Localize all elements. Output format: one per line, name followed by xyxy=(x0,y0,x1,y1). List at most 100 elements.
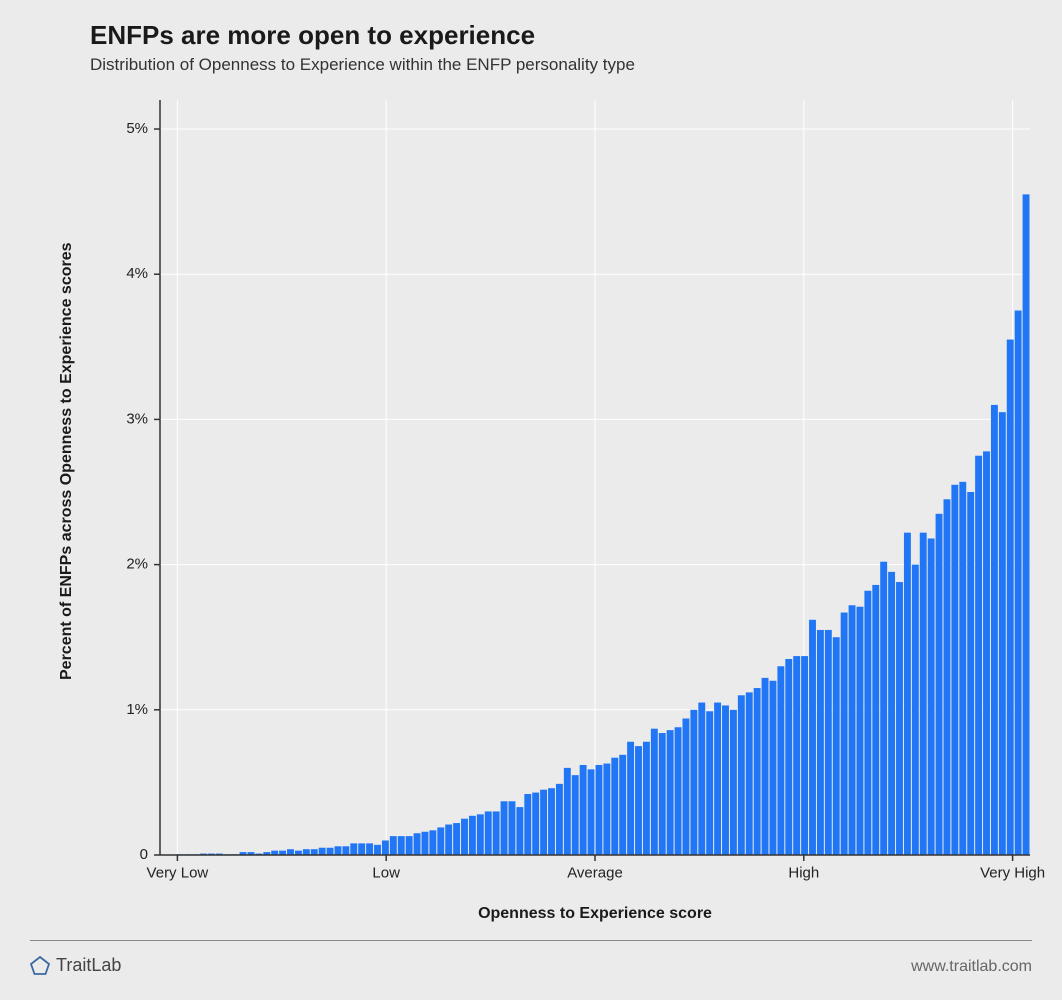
histogram-bar xyxy=(849,605,856,855)
histogram-bar xyxy=(580,765,587,855)
histogram-bar xyxy=(524,794,531,855)
histogram-bar xyxy=(588,769,595,855)
histogram-bar xyxy=(825,630,832,855)
histogram-bar xyxy=(390,836,397,855)
histogram-bar xyxy=(706,711,713,855)
histogram-bar xyxy=(532,793,539,855)
histogram-bar xyxy=(461,819,468,855)
histogram-bar xyxy=(619,755,626,855)
histogram-bar xyxy=(327,848,334,855)
histogram-bar xyxy=(611,758,618,855)
histogram-bar xyxy=(770,681,777,855)
y-axis-label: Percent of ENFPs across Openness to Expe… xyxy=(58,242,76,680)
y-tick-label: 5% xyxy=(126,120,148,137)
histogram-bar xyxy=(540,790,547,855)
y-tick-label: 2% xyxy=(126,556,148,573)
histogram-bar xyxy=(683,719,690,855)
histogram-bar xyxy=(548,788,555,855)
histogram-bar xyxy=(493,811,500,855)
y-tick-label: 4% xyxy=(126,265,148,282)
histogram-bar xyxy=(793,656,800,855)
y-tick-label: 0 xyxy=(140,846,148,863)
x-axis-label: Openness to Experience score xyxy=(160,905,1030,923)
histogram-bar xyxy=(951,485,958,855)
histogram-bar xyxy=(350,843,357,855)
histogram-bar xyxy=(319,848,326,855)
histogram-bar xyxy=(872,585,879,855)
histogram-bar xyxy=(374,845,381,855)
histogram-bar xyxy=(311,849,318,855)
histogram-bar xyxy=(366,843,373,855)
x-tick-label: High xyxy=(788,864,819,881)
histogram-bar xyxy=(912,565,919,855)
histogram-bar xyxy=(864,591,871,855)
histogram-bar xyxy=(287,849,294,855)
histogram-bar xyxy=(1023,194,1030,855)
footer-divider xyxy=(30,940,1032,941)
histogram-bar xyxy=(516,807,523,855)
histogram-bar xyxy=(501,801,508,855)
histogram-bar xyxy=(833,637,840,855)
chart-container: ENFPs are more open to experience Distri… xyxy=(0,0,1062,1000)
chart-subtitle: Distribution of Openness to Experience w… xyxy=(90,55,635,75)
histogram-bar xyxy=(809,620,816,855)
histogram-bar xyxy=(888,572,895,855)
histogram-bar xyxy=(556,784,563,855)
histogram-plot: 01%2%3%4%5%Very LowLowAverageHighVery Hi… xyxy=(90,90,1040,895)
histogram-bar xyxy=(746,692,753,855)
histogram-bar xyxy=(382,840,389,855)
histogram-bar xyxy=(509,801,516,855)
source-url: www.traitlab.com xyxy=(911,958,1032,976)
histogram-bar xyxy=(983,451,990,855)
histogram-bar xyxy=(635,746,642,855)
histogram-bar xyxy=(975,456,982,855)
histogram-bar xyxy=(1007,340,1014,855)
histogram-bar xyxy=(999,412,1006,855)
histogram-bar xyxy=(453,823,460,855)
histogram-bar xyxy=(398,836,405,855)
histogram-bar xyxy=(880,562,887,855)
histogram-bar xyxy=(596,765,603,855)
histogram-bar xyxy=(469,816,476,855)
brand-block: TraitLab xyxy=(30,955,121,976)
histogram-bar xyxy=(944,499,951,855)
histogram-bar xyxy=(959,482,966,855)
histogram-bar xyxy=(603,764,610,855)
histogram-bar xyxy=(659,733,666,855)
histogram-bar xyxy=(785,659,792,855)
histogram-bar xyxy=(572,775,579,855)
chart-title: ENFPs are more open to experience xyxy=(90,20,635,51)
histogram-bar xyxy=(841,613,848,855)
histogram-bar xyxy=(722,705,729,855)
x-tick-label: Low xyxy=(372,864,400,881)
histogram-bar xyxy=(690,710,697,855)
y-tick-label: 1% xyxy=(126,701,148,718)
histogram-bar xyxy=(414,833,421,855)
histogram-bar xyxy=(335,846,342,855)
histogram-bar xyxy=(762,678,769,855)
histogram-bar xyxy=(896,582,903,855)
histogram-bar xyxy=(303,849,310,855)
histogram-bar xyxy=(698,703,705,855)
histogram-bar xyxy=(437,827,444,855)
histogram-bar xyxy=(429,830,436,855)
histogram-bar xyxy=(991,405,998,855)
histogram-bar xyxy=(564,768,571,855)
histogram-bar xyxy=(342,846,349,855)
brand-text: TraitLab xyxy=(56,955,121,976)
histogram-bar xyxy=(445,825,452,855)
histogram-bar xyxy=(667,730,674,855)
x-tick-label: Average xyxy=(567,864,623,881)
histogram-bar xyxy=(477,814,484,855)
histogram-bar xyxy=(936,514,943,855)
histogram-bar xyxy=(967,492,974,855)
histogram-bar xyxy=(801,656,808,855)
histogram-bar xyxy=(904,533,911,855)
histogram-bar xyxy=(1015,311,1022,855)
histogram-bar xyxy=(643,742,650,855)
histogram-bar xyxy=(928,538,935,855)
traitlab-logo-icon xyxy=(30,956,50,976)
histogram-bar xyxy=(651,729,658,855)
histogram-bar xyxy=(714,703,721,855)
histogram-bar xyxy=(406,836,413,855)
